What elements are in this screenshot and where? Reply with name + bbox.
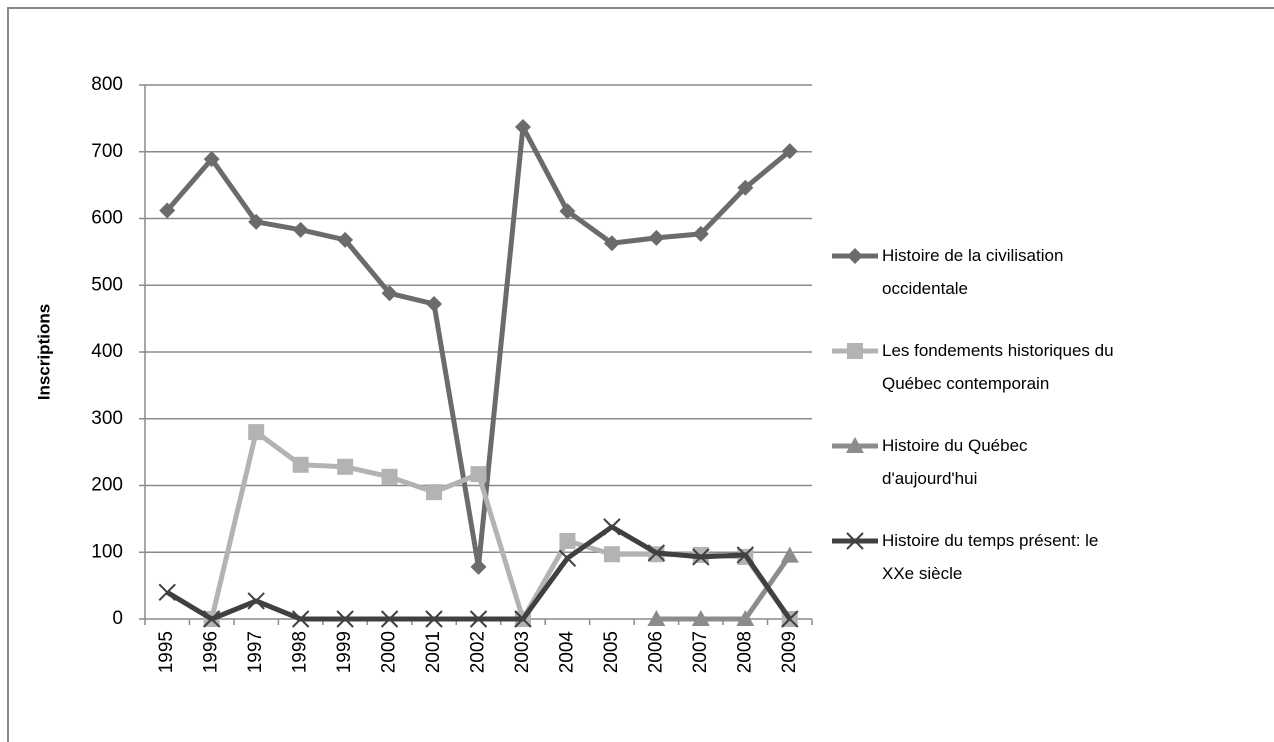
marker [337, 458, 354, 475]
marker [470, 466, 487, 483]
marker [603, 235, 620, 252]
marker [846, 532, 864, 550]
marker [648, 229, 665, 246]
x-tick-label: 2008 [734, 631, 755, 673]
marker [380, 610, 399, 628]
marker [781, 143, 798, 160]
x-tick-label: 2002 [468, 631, 489, 673]
marker [846, 437, 864, 453]
x-tick-label: 1999 [334, 631, 355, 673]
marker [292, 456, 309, 473]
legend-label: Histoire du Québec d'aujourd'hui [882, 436, 1028, 488]
marker [202, 610, 221, 628]
legend-label: Histoire de la civilisation occidentale [882, 246, 1064, 298]
marker [603, 546, 620, 563]
x-tick-label: 2001 [423, 631, 444, 673]
y-tick-label: 100 [91, 541, 123, 562]
y-tick-label: 600 [91, 208, 123, 229]
marker [737, 179, 754, 196]
marker [336, 610, 354, 628]
marker [603, 518, 621, 536]
marker [559, 203, 576, 220]
legend-label: Histoire du temps présent: le XXe siècle [882, 531, 1099, 583]
x-tick-label: 2007 [690, 631, 711, 673]
y-tick-label: 500 [91, 274, 123, 295]
y-tick-label: 400 [91, 341, 123, 362]
marker [248, 213, 265, 230]
y-tick-label: 300 [91, 408, 123, 429]
x-tick-label: 2003 [512, 631, 533, 673]
marker [381, 285, 398, 302]
marker [691, 610, 710, 626]
frame [7, 7, 1274, 742]
marker [470, 558, 487, 575]
x-tick-label: 2000 [379, 631, 400, 673]
x-tick-label: 2009 [779, 631, 800, 673]
marker [647, 610, 666, 626]
marker [559, 532, 576, 549]
marker [736, 610, 755, 626]
marker [647, 544, 666, 562]
marker [425, 610, 443, 628]
marker [558, 549, 577, 567]
y-tick-label: 0 [112, 608, 123, 629]
marker [247, 592, 265, 610]
y-tick-label: 700 [91, 141, 123, 162]
x-tick-label: 2004 [556, 631, 577, 674]
marker [291, 610, 310, 628]
marker [736, 546, 755, 564]
marker [337, 231, 354, 248]
x-tick-label: 1995 [156, 631, 177, 673]
marker [203, 151, 220, 168]
y-tick-label: 200 [91, 475, 123, 496]
marker [847, 343, 863, 359]
marker [514, 610, 532, 628]
series-line [165, 124, 792, 570]
marker [248, 424, 265, 441]
marker [780, 546, 799, 563]
marker [469, 610, 488, 628]
marker [514, 119, 531, 136]
marker [847, 248, 863, 264]
y-tick-label: 800 [91, 74, 123, 95]
y-axis-label: Inscriptions [34, 304, 53, 400]
marker [159, 202, 176, 219]
legend-label: Les fondements historiques du Québec con… [882, 341, 1114, 393]
marker [692, 548, 710, 566]
x-tick-label: 1997 [245, 631, 266, 673]
x-tick-label: 1996 [201, 631, 222, 673]
marker [426, 295, 443, 312]
marker [426, 484, 443, 501]
marker [158, 583, 176, 602]
x-tick-label: 1998 [290, 631, 311, 673]
marker [781, 610, 799, 628]
marker [292, 221, 309, 238]
x-tick-label: 2005 [601, 631, 622, 673]
marker [381, 468, 398, 485]
x-tick-label: 2006 [645, 631, 666, 673]
marker [692, 225, 709, 242]
